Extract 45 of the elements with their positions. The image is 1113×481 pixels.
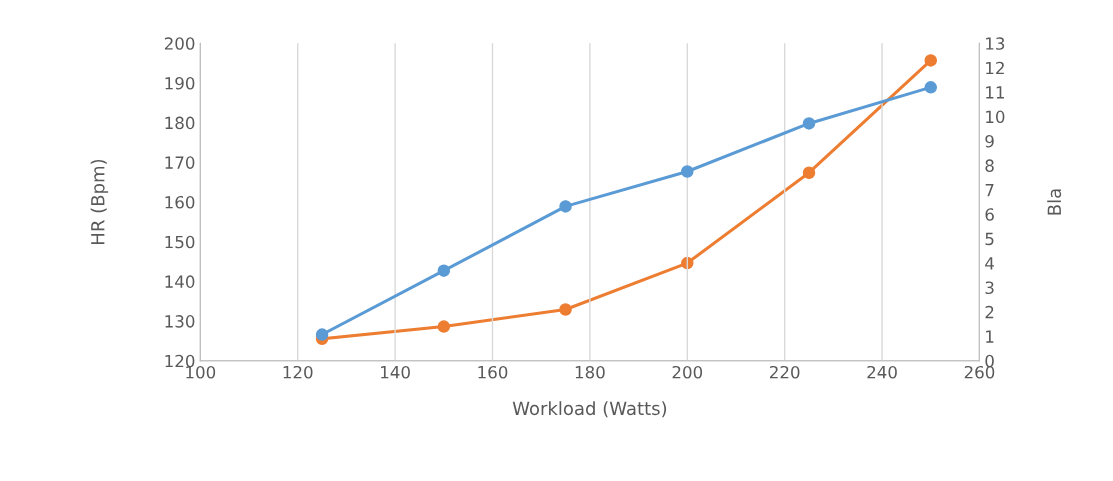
y-tick-label: 170: [165, 156, 195, 169]
y2-tick-label: 6: [985, 208, 994, 221]
point: [681, 165, 694, 178]
point: [559, 200, 572, 213]
point: [437, 264, 451, 277]
point: [315, 328, 329, 341]
y2-tick-label: 1: [986, 330, 994, 343]
y2-tick-label: 5: [985, 232, 994, 246]
point: [802, 166, 816, 179]
x-tick-label: 180: [575, 365, 605, 379]
y-tick-label: 140: [165, 275, 195, 288]
y-tick-label: 150: [165, 235, 195, 249]
y-tick-label: 120: [165, 354, 195, 368]
y-axis-title: HR (Bpm): [90, 159, 109, 244]
y2-tick-label: 11: [986, 86, 1004, 99]
y2-tick-label: 7: [985, 183, 994, 197]
y2-tick-label: 9: [985, 134, 994, 148]
point: [802, 117, 816, 130]
x-tick-label: 260: [964, 365, 995, 379]
point: [437, 320, 451, 333]
y2-tick-label: 8: [985, 159, 994, 172]
x-tick-label: 120: [283, 365, 313, 379]
y-tick-label: 130: [165, 315, 195, 328]
y-tick-label: 180: [165, 116, 195, 130]
point: [924, 54, 937, 67]
y-tick-label: 200: [164, 37, 195, 50]
x-tick-label: 240: [867, 365, 897, 379]
point: [924, 81, 937, 94]
y2-tick-label: 12: [986, 61, 1004, 75]
y2-tick-label: 13: [986, 37, 1005, 50]
y2-tick-label: 10: [986, 110, 1005, 124]
x-tick-label: 220: [769, 365, 800, 379]
y-tick-label: 160: [165, 195, 195, 209]
x-tick-label: 160: [478, 365, 508, 379]
y2-tick-label: 0: [985, 354, 994, 368]
x-tick-label: 200: [672, 365, 703, 379]
x-tick-label: 100: [186, 365, 216, 379]
y2-axis-title: Bla: [1047, 189, 1062, 215]
point: [559, 303, 572, 316]
x-tick-label: 140: [381, 365, 410, 379]
y2-tick-label: 3: [985, 281, 994, 295]
y-tick-label: 190: [165, 76, 195, 90]
x-axis-title: Workload (Watts): [512, 401, 667, 418]
y2-tick-label: 4: [985, 257, 994, 270]
y2-tick-label: 2: [985, 305, 994, 319]
